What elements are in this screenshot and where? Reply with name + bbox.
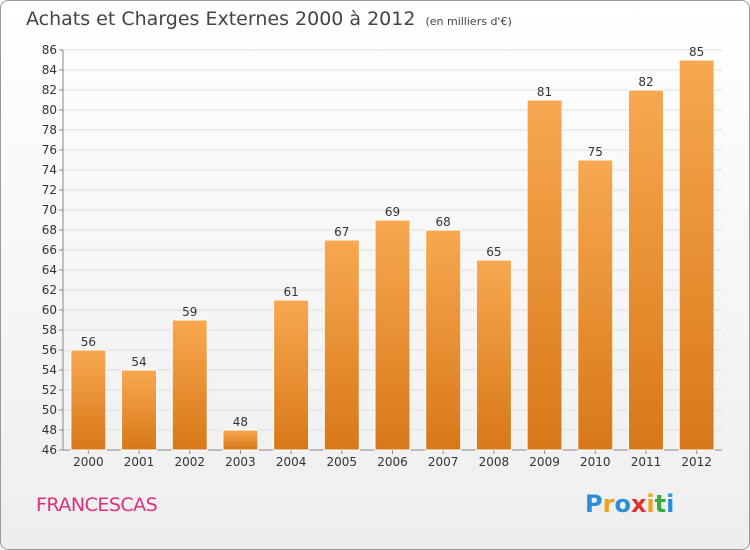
x-tick-label-2011: 2011 xyxy=(631,455,662,469)
bar-2010 xyxy=(577,159,614,451)
x-tick-label-2005: 2005 xyxy=(327,455,358,469)
y-tick-label: 52 xyxy=(42,383,57,397)
data-label-2006: 69 xyxy=(385,205,400,219)
x-tick-label-2003: 2003 xyxy=(225,455,256,469)
chart-subtitle: (en milliers d'€) xyxy=(425,15,512,28)
y-tick-label: 76 xyxy=(42,143,57,157)
y-tick-label: 56 xyxy=(42,343,57,357)
y-tick-label: 66 xyxy=(42,243,57,257)
x-tick-label-2001: 2001 xyxy=(124,455,155,469)
chart-title: Achats et Charges Externes 2000 à 2012 (e… xyxy=(26,8,512,30)
bar-2003 xyxy=(222,429,259,451)
y-tick-label: 82 xyxy=(42,83,57,97)
bar-2004 xyxy=(273,299,310,451)
y-tick-label: 68 xyxy=(42,223,57,237)
bar-2008 xyxy=(475,259,512,451)
bar-2005 xyxy=(323,239,360,451)
bar-2006 xyxy=(374,219,411,451)
y-tick-label: 54 xyxy=(42,363,57,377)
y-tick-label: 80 xyxy=(42,103,57,117)
data-label-2009: 81 xyxy=(537,85,552,99)
bars xyxy=(70,59,715,451)
y-tick-label: 64 xyxy=(42,263,57,277)
place-label: FRANCESCAS xyxy=(36,494,158,516)
data-label-2001: 54 xyxy=(131,355,146,369)
bar-2001 xyxy=(121,369,158,451)
y-tick-label: 84 xyxy=(42,63,57,77)
x-tick-label-2006: 2006 xyxy=(377,455,408,469)
x-tick-label-2012: 2012 xyxy=(681,455,712,469)
x-tick-label-2002: 2002 xyxy=(174,455,205,469)
chart-title-text: Achats et Charges Externes 2000 à 2012 xyxy=(26,8,416,30)
x-tick-label-2000: 2000 xyxy=(73,455,104,469)
bar-2009 xyxy=(526,99,563,451)
data-label-2004: 61 xyxy=(283,285,298,299)
data-label-2005: 67 xyxy=(334,225,349,239)
y-tick-label: 60 xyxy=(42,303,57,317)
data-labels: 56 54 59 48 61 67 69 68 65 81 75 82 85 xyxy=(81,45,705,429)
y-tick-label: 78 xyxy=(42,123,57,137)
bar-2000 xyxy=(70,349,107,451)
data-label-2010: 75 xyxy=(588,145,603,159)
bar-2011 xyxy=(627,89,664,451)
axes: 46 48 50 52 54 56 58 60 62 64 66 68 70 72 74 76 78 80 82 84… xyxy=(42,43,722,469)
y-tick-label: 48 xyxy=(42,423,57,437)
x-tick-label-2008: 2008 xyxy=(479,455,510,469)
data-label-2003: 48 xyxy=(233,415,248,429)
bar-2002 xyxy=(171,319,208,451)
y-tick-label: 46 xyxy=(42,443,57,457)
y-tick-label: 62 xyxy=(42,283,57,297)
proxiti-logo[interactable]: Proxiti xyxy=(585,490,675,518)
bar-2007 xyxy=(425,229,462,451)
y-tick-label: 70 xyxy=(42,203,57,217)
data-label-2008: 65 xyxy=(486,245,501,259)
x-tick-label-2004: 2004 xyxy=(276,455,307,469)
x-tick-label-2009: 2009 xyxy=(529,455,560,469)
data-label-2002: 59 xyxy=(182,305,197,319)
y-tick-label: 58 xyxy=(42,323,57,337)
x-tick-label-2010: 2010 xyxy=(580,455,611,469)
y-tick-label: 72 xyxy=(42,183,57,197)
data-label-2012: 85 xyxy=(689,45,704,59)
y-tick-label: 86 xyxy=(42,43,57,57)
data-label-2000: 56 xyxy=(81,335,96,349)
data-label-2011: 82 xyxy=(638,75,653,89)
bar-2012 xyxy=(678,59,715,451)
y-tick-label: 50 xyxy=(42,403,57,417)
data-label-2007: 68 xyxy=(436,215,451,229)
x-tick-label-2007: 2007 xyxy=(428,455,459,469)
y-tick-label: 74 xyxy=(42,163,57,177)
